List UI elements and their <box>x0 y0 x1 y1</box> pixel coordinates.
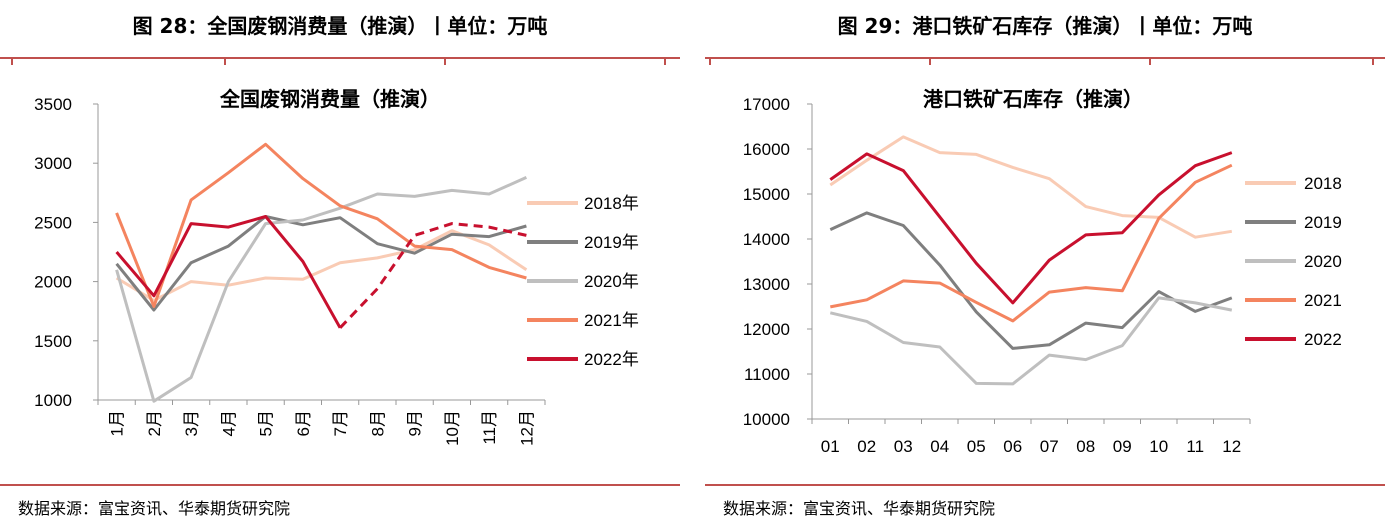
series-line <box>115 215 527 312</box>
y-tick-label: 3500 <box>34 95 72 114</box>
bottom-rule <box>0 484 680 486</box>
x-tick-label: 06 <box>1003 437 1022 456</box>
x-tick-label: 10 <box>1149 437 1168 456</box>
x-tick-label: 8月 <box>368 410 387 436</box>
data-source: 数据来源：富宝资讯、华泰期货研究院 <box>723 499 996 518</box>
top-rule <box>705 57 1385 59</box>
legend-label: 2018年 <box>584 194 639 213</box>
x-tick-label: 02 <box>857 437 876 456</box>
series-line <box>829 296 1233 386</box>
x-tick-label: 08 <box>1076 437 1095 456</box>
figure-caption: 图 28：全国废钢消费量（推演）丨单位：万吨 <box>132 14 548 38</box>
series-line <box>115 215 342 329</box>
x-tick-label: 12 <box>1222 437 1241 456</box>
series-line <box>115 176 528 403</box>
x-tick-label: 01 <box>821 437 840 456</box>
x-tick-label: 3月 <box>182 410 201 436</box>
bottom-rule <box>705 484 1385 486</box>
x-tick-label: 05 <box>967 437 986 456</box>
x-tick-label: 03 <box>894 437 913 456</box>
x-tick-label: 2月 <box>145 410 164 436</box>
top-rule <box>0 57 680 59</box>
y-tick-label: 2500 <box>34 213 72 232</box>
y-tick-label: 10000 <box>743 410 790 429</box>
y-tick-label: 12000 <box>743 320 790 339</box>
y-tick-label: 15000 <box>743 185 790 204</box>
legend-label: 2020年 <box>584 272 639 291</box>
legend-label: 2020 <box>1304 252 1342 271</box>
chart-title: 全国废钢消费量（推演） <box>219 87 440 111</box>
steel-scrap-chart: 全国废钢消费量（推演） 1000 1500 2000 2500 3000 3500 1月 2月 3… <box>34 87 639 446</box>
x-tick-label: 11 <box>1186 437 1204 456</box>
series-line <box>115 142 527 308</box>
x-tick-label: 09 <box>1113 437 1132 456</box>
x-tick-label: 10月 <box>443 410 462 446</box>
rule-ticks <box>11 59 666 65</box>
series-line <box>829 135 1233 239</box>
x-tick-label: 9月 <box>406 410 425 436</box>
series-line <box>829 211 1233 350</box>
figure-29: 图 29：港口铁矿石库存（推演）丨单位：万吨 港口铁矿石库存（推演） 10000 1… <box>705 0 1385 521</box>
figure-caption: 图 29：港口铁矿石库存（推演）丨单位：万吨 <box>837 14 1253 38</box>
y-tick-label: 1000 <box>34 391 72 410</box>
y-tick-label: 2000 <box>34 273 72 292</box>
legend-label: 2019年 <box>584 233 639 252</box>
x-tick-label: 4月 <box>219 410 238 436</box>
y-tick-label: 16000 <box>743 140 790 159</box>
legend-label: 2021年 <box>584 311 639 330</box>
legend-label: 2018 <box>1304 174 1342 193</box>
x-tick-label: 12月 <box>517 410 536 446</box>
iron-ore-chart: 港口铁矿石库存（推演） 10000 11000 12000 13000 14000 1500… <box>743 87 1342 456</box>
legend-label: 2022 <box>1304 330 1342 349</box>
legend-label: 2019 <box>1304 213 1342 232</box>
series-line-forecast <box>339 222 527 329</box>
legend-label: 2021 <box>1304 291 1342 310</box>
series-line <box>829 151 1233 305</box>
series-line <box>115 229 528 302</box>
rule-ticks <box>709 59 1374 65</box>
y-tick-label: 17000 <box>743 95 790 114</box>
legend-label: 2022年 <box>584 350 639 369</box>
x-tick-label: 5月 <box>257 410 276 436</box>
y-tick-label: 3000 <box>34 154 72 173</box>
x-tick-label: 7月 <box>331 410 350 436</box>
y-tick-label: 11000 <box>744 365 790 384</box>
figure-28: 图 28：全国废钢消费量（推演）丨单位：万吨 全国废钢消费量（推演） 1000 15… <box>0 0 680 521</box>
chart-title: 港口铁矿石库存（推演） <box>923 87 1143 111</box>
x-tick-label: 1月 <box>108 410 127 436</box>
series-line <box>830 163 1233 323</box>
x-tick-label: 04 <box>930 437 949 456</box>
x-tick-label: 07 <box>1040 437 1059 456</box>
y-tick-label: 13000 <box>743 275 790 294</box>
x-tick-label: 11月 <box>480 410 499 445</box>
data-source: 数据来源：富宝资讯、华泰期货研究院 <box>18 499 291 518</box>
y-tick-label: 1500 <box>34 332 72 351</box>
y-tick-label: 14000 <box>743 230 790 249</box>
x-tick-label: 6月 <box>294 410 313 436</box>
